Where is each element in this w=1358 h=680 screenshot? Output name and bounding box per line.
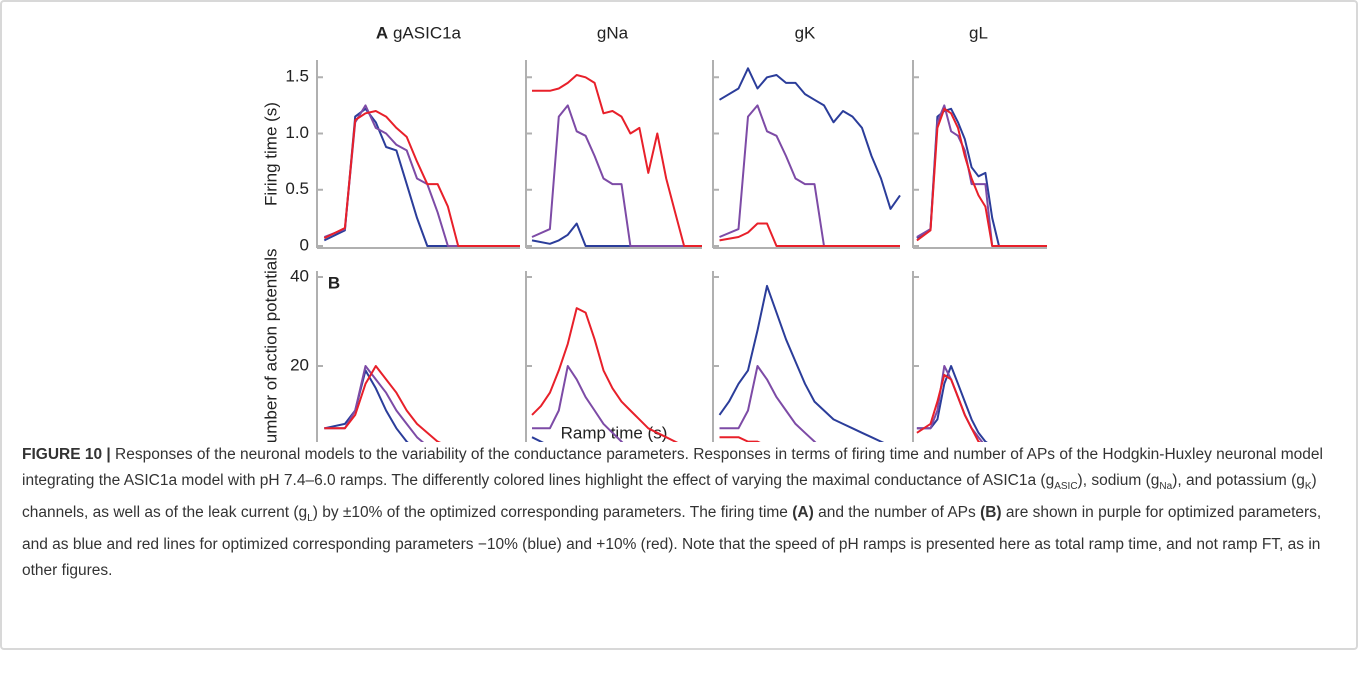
caption-text: ) by ±10% of the optimized corresponding… <box>312 504 793 522</box>
caption-text: (A) <box>792 504 814 522</box>
data-line <box>531 222 702 247</box>
caption-text: ), and potassium (g <box>1172 472 1305 489</box>
data-line <box>719 104 900 247</box>
data-line <box>532 74 702 247</box>
caption-text: (B) <box>980 504 1002 522</box>
data-line <box>916 373 981 442</box>
caption-text: Na <box>1159 481 1173 493</box>
x-axis-label: Ramp time (s) <box>561 423 668 442</box>
column-title: gASIC1a <box>393 23 462 42</box>
y-axis-label: Number of action potentials <box>261 249 280 442</box>
caption: FIGURE 10 | Responses of the neuronal mo… <box>22 442 1332 584</box>
column-title: gK <box>795 23 816 42</box>
data-line <box>916 107 1047 247</box>
data-line <box>532 365 624 442</box>
y-tick-label: 0.5 <box>285 179 309 198</box>
caption-text: ), sodium (g <box>1077 472 1160 489</box>
panel-label: B <box>328 273 340 292</box>
data-line <box>718 284 885 442</box>
chart-grid: A B Firing time (s) Number of action pot… <box>261 23 1047 442</box>
data-line <box>916 107 1047 247</box>
caption-text: are shown in purple for optimized parame… <box>22 504 1322 580</box>
figure: A B Firing time (s) Number of action pot… <box>0 0 1358 650</box>
data-line <box>324 365 425 442</box>
data-line <box>324 365 442 442</box>
data-line <box>719 436 761 442</box>
column-title: gNa <box>597 23 629 42</box>
panel-label: A <box>376 23 388 42</box>
data-line <box>718 67 901 210</box>
data-line <box>531 104 702 247</box>
data-line <box>719 365 817 442</box>
y-tick-label: 0 <box>300 235 309 254</box>
caption-text: FIGURE 10 | <box>22 446 111 463</box>
data-line <box>916 365 988 442</box>
y-tick-label: 1.0 <box>285 123 309 142</box>
caption-text: ASIC <box>1054 481 1078 493</box>
y-tick-label: 20 <box>290 355 309 374</box>
data-line <box>719 222 900 247</box>
caption-text: Responses of the neuronal models to the … <box>22 446 1323 489</box>
data-line <box>323 110 520 247</box>
caption-text: K <box>1304 481 1312 493</box>
column-title: gL <box>969 23 988 42</box>
caption-text: ) channels, as well as of the leak curre… <box>22 472 1317 522</box>
data-line <box>324 369 409 442</box>
data-line <box>531 307 679 442</box>
caption-text: L <box>307 513 313 525</box>
caption-text: and the number of APs <box>813 504 981 522</box>
y-tick-label: 40 <box>290 266 309 285</box>
y-tick-label: 1.5 <box>285 67 309 86</box>
y-axis-label: Firing time (s) <box>261 102 280 206</box>
